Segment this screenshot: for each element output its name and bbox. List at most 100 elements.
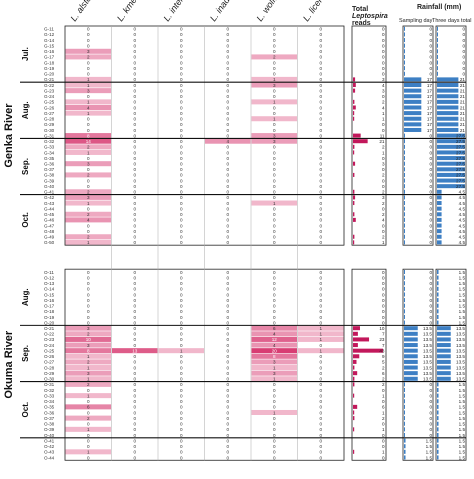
total-reads-bar <box>353 116 355 121</box>
total-reads-value: 1 <box>382 410 385 415</box>
heatmap-cell <box>65 172 111 178</box>
heatmap-value: 0 <box>226 365 229 370</box>
heatmap-value: 1 <box>273 100 276 105</box>
heatmap-value: 0 <box>180 444 183 449</box>
rainfall-sampling-day-bar <box>404 206 405 211</box>
month-label: Sep. <box>21 345 30 362</box>
heatmap-value: 0 <box>180 270 183 275</box>
month-label: Aug. <box>21 288 30 306</box>
heatmap-value: 0 <box>319 212 322 217</box>
heatmap-value: 0 <box>87 438 90 443</box>
heatmap-value: 0 <box>226 60 229 65</box>
heatmap-value: 0 <box>133 393 136 398</box>
sample-id-label: O-38 <box>44 422 55 427</box>
heatmap-value: 0 <box>133 49 136 54</box>
total-reads-value: 0 <box>382 444 385 449</box>
rainfall-three-day-bar <box>437 66 438 71</box>
heatmap-value: 0 <box>133 229 136 234</box>
heatmap-value: 3 <box>87 195 90 200</box>
heatmap-value: 0 <box>273 229 276 234</box>
heatmap-value: 0 <box>133 111 136 116</box>
sample-id-label: O-27 <box>44 360 55 365</box>
heatmap-value: 1 <box>319 326 322 331</box>
rainfall-three-day-bar <box>437 399 439 404</box>
rain1-frame-genka <box>402 25 434 246</box>
heatmap-value: 0 <box>180 184 183 189</box>
total-reads-value: 2 <box>382 145 385 150</box>
heatmap-value: 6 <box>273 326 276 331</box>
rainfall-sampling-day-bar <box>404 388 405 393</box>
rainfall-sampling-day-bar <box>404 60 405 65</box>
sample-id-label: G-44 <box>44 206 55 211</box>
rainfall-sampling-day-value: 17 <box>427 88 433 93</box>
rainfall-three-day-bar <box>437 161 465 166</box>
rainfall-three-day-bar <box>437 444 439 449</box>
heatmap-cell <box>65 110 111 116</box>
heatmap-value: 0 <box>180 410 183 415</box>
heatmap-value: 0 <box>180 201 183 206</box>
sample-id-label: O-15 <box>44 292 55 297</box>
heatmap-value: 0 <box>319 229 322 234</box>
heatmap-value: 0 <box>226 332 229 337</box>
sample-id-label: G-20 <box>44 72 55 77</box>
total-reads-bar <box>353 449 355 454</box>
heatmap-value: 0 <box>133 122 136 127</box>
rainfall-sampling-day-bar <box>404 399 405 404</box>
rainfall-sampling-day-bar <box>404 432 405 437</box>
total-reads-bar <box>353 359 357 364</box>
heatmap-value: 0 <box>133 332 136 337</box>
total-reads-value: 3 <box>382 88 385 93</box>
rainfall-three-day-value: 1.5 <box>459 450 466 455</box>
total-reads-value: 4 <box>382 105 385 110</box>
heatmap-value: 0 <box>180 27 183 32</box>
heatmap-value: 2 <box>87 212 90 217</box>
heatmap-value: 0 <box>273 167 276 172</box>
heatmap-value: 0 <box>180 393 183 398</box>
heatmap-value: 0 <box>180 399 183 404</box>
heatmap-cell <box>251 376 297 382</box>
heatmap-value: 0 <box>133 365 136 370</box>
rainfall-sampling-day-bar <box>404 449 406 454</box>
heatmap-value: 0 <box>319 60 322 65</box>
rainfall-sampling-day-bar <box>404 26 405 31</box>
rainfall-three-day-value: 1.5 <box>459 275 466 280</box>
rainfall-three-day-value: 1.5 <box>459 444 466 449</box>
rainfall-sampling-day-value: 0 <box>429 393 432 398</box>
total-reads-bar <box>353 105 356 110</box>
heatmap-value: 0 <box>226 410 229 415</box>
rainfall-three-day-bar <box>437 438 439 443</box>
heatmap-value: 0 <box>180 292 183 297</box>
rainfall-three-day-value: 1.5 <box>459 416 466 421</box>
heatmap-value: 0 <box>87 388 90 393</box>
heatmap-value: 0 <box>226 195 229 200</box>
heatmap-value: 0 <box>133 195 136 200</box>
total-reads-value: 6 <box>382 371 385 376</box>
heatmap-value: 0 <box>133 371 136 376</box>
rainfall-three-day-bar <box>437 105 459 110</box>
rainfall-three-day-value: 1.5 <box>459 287 466 292</box>
sample-id-label: G-45 <box>44 212 55 217</box>
total-reads-value: 0 <box>382 94 385 99</box>
total-reads-bar <box>353 240 355 245</box>
heatmap-value: 0 <box>226 145 229 150</box>
heatmap-value: 2 <box>87 332 90 337</box>
heatmap-value: 0 <box>87 167 90 172</box>
month-label: Aug. <box>21 101 30 119</box>
rainfall-three-day-bar <box>437 212 442 217</box>
rainfall-three-day-value: 13.5 <box>456 326 465 331</box>
total-reads-value: 0 <box>382 128 385 133</box>
heatmap-value: 0 <box>87 270 90 275</box>
heatmap-value: 0 <box>273 190 276 195</box>
heatmap-cell <box>65 404 111 410</box>
heatmap-value: 0 <box>226 178 229 183</box>
total-reads-value: 5 <box>382 360 385 365</box>
total-reads-value: 0 <box>382 433 385 438</box>
heatmap-value: 1 <box>87 365 90 370</box>
total-reads-bar <box>353 382 355 387</box>
rainfall-three-day-bar <box>437 455 439 460</box>
rainfall-sampling-day-value: 13.5 <box>423 326 432 331</box>
river-label-okuma: Okuma River <box>3 330 15 399</box>
heatmap-value: 0 <box>319 410 322 415</box>
